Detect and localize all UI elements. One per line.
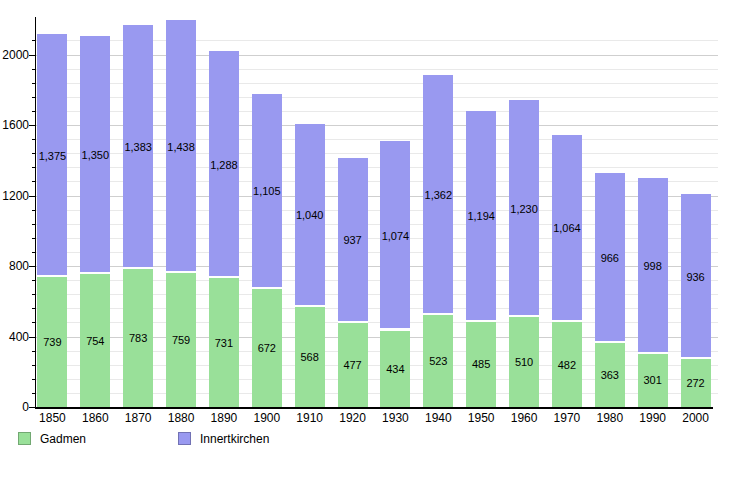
bar-value-label-gadmen: 783 bbox=[116, 331, 161, 345]
bar-value-label-innertkirchen: 1,288 bbox=[202, 158, 247, 172]
population-chart: 04008001200160020007391,37518507541,3501… bbox=[0, 0, 745, 500]
bar-value-label-innertkirchen: 1,105 bbox=[244, 184, 289, 198]
bar-value-label-gadmen: 363 bbox=[587, 368, 632, 382]
x-axis-label: 1880 bbox=[160, 411, 203, 425]
legend: Gadmen Innertkirchen bbox=[0, 431, 745, 447]
bar-value-label-gadmen: 510 bbox=[502, 355, 547, 369]
bar-value-label-gadmen: 759 bbox=[159, 333, 204, 347]
x-axis-label: 1960 bbox=[503, 411, 546, 425]
x-axis-label: 1980 bbox=[588, 411, 631, 425]
bar-value-label-innertkirchen: 998 bbox=[630, 259, 675, 273]
bar-value-label-gadmen: 272 bbox=[673, 376, 718, 390]
y-axis-label: 1200 bbox=[0, 189, 29, 203]
bar-value-label-gadmen: 754 bbox=[73, 334, 118, 348]
x-axis-label: 1850 bbox=[31, 411, 74, 425]
y-axis-label: 0 bbox=[0, 400, 29, 414]
bar-value-label-gadmen: 568 bbox=[287, 350, 332, 364]
bar-value-label-gadmen: 672 bbox=[244, 341, 289, 355]
legend-swatch-gadmen bbox=[18, 432, 31, 445]
bar-value-label-gadmen: 434 bbox=[373, 362, 418, 376]
x-axis-line bbox=[35, 407, 713, 409]
bar-value-label-innertkirchen: 1,064 bbox=[545, 221, 590, 235]
x-axis-label: 2000 bbox=[674, 411, 717, 425]
y-axis-label: 2000 bbox=[0, 48, 29, 62]
y-axis-label: 400 bbox=[0, 330, 29, 344]
bar-value-label-gadmen: 301 bbox=[630, 373, 675, 387]
x-axis-label: 1920 bbox=[331, 411, 374, 425]
legend-label-innertkirchen: Innertkirchen bbox=[200, 432, 269, 446]
bar-value-label-gadmen: 523 bbox=[416, 354, 461, 368]
bar-value-label-innertkirchen: 937 bbox=[330, 233, 375, 247]
bar-value-label-innertkirchen: 1,350 bbox=[73, 148, 118, 162]
x-axis-label: 1890 bbox=[203, 411, 246, 425]
bar-value-label-innertkirchen: 1,074 bbox=[373, 229, 418, 243]
x-axis-label: 1900 bbox=[245, 411, 288, 425]
legend-label-gadmen: Gadmen bbox=[40, 432, 86, 446]
bar-value-label-innertkirchen: 1,362 bbox=[416, 188, 461, 202]
bar-value-label-gadmen: 477 bbox=[330, 358, 375, 372]
x-axis-label: 1950 bbox=[460, 411, 503, 425]
bar-value-label-innertkirchen: 1,230 bbox=[502, 202, 547, 216]
y-axis-line bbox=[35, 17, 36, 409]
legend-swatch-innertkirchen bbox=[178, 432, 191, 445]
x-axis-label: 1970 bbox=[546, 411, 589, 425]
x-axis-label: 1990 bbox=[631, 411, 674, 425]
bar-value-label-gadmen: 485 bbox=[459, 357, 504, 371]
x-axis-label: 1910 bbox=[288, 411, 331, 425]
x-axis-label: 1930 bbox=[374, 411, 417, 425]
y-axis-label: 800 bbox=[0, 259, 29, 273]
bar-value-label-innertkirchen: 1,438 bbox=[159, 140, 204, 154]
bar-value-label-gadmen: 482 bbox=[545, 358, 590, 372]
bar-value-label-innertkirchen: 936 bbox=[673, 270, 718, 284]
bar-value-label-innertkirchen: 966 bbox=[587, 251, 632, 265]
y-axis-label: 1600 bbox=[0, 118, 29, 132]
bar-value-label-gadmen: 731 bbox=[202, 336, 247, 350]
bar-value-label-innertkirchen: 1,040 bbox=[287, 208, 332, 222]
x-axis-label: 1870 bbox=[117, 411, 160, 425]
bar-value-label-innertkirchen: 1,375 bbox=[30, 149, 75, 163]
x-axis-label: 1940 bbox=[417, 411, 460, 425]
bar-value-label-innertkirchen: 1,383 bbox=[116, 140, 161, 154]
x-axis-label: 1860 bbox=[74, 411, 117, 425]
bar-value-label-innertkirchen: 1,194 bbox=[459, 209, 504, 223]
bar-value-label-gadmen: 739 bbox=[30, 335, 75, 349]
